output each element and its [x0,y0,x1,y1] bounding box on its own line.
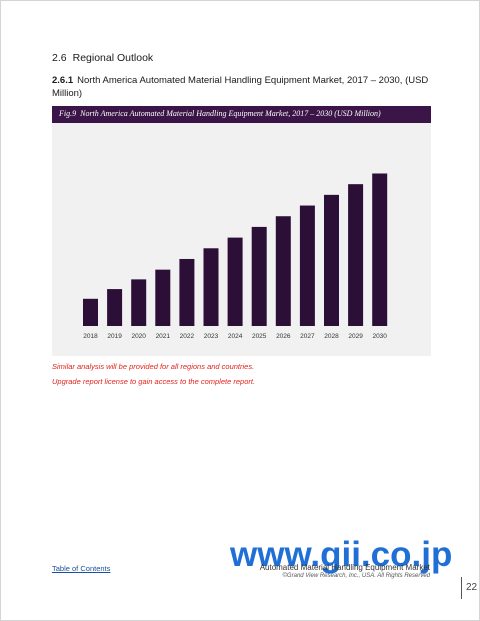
bar-2027 [299,205,315,326]
bar-2029 [348,184,364,326]
figure: Fig.9 North America Automated Material Ha… [52,106,431,356]
footer-copyright: ©Grand View Research, Inc., USA. All Rig… [282,573,430,579]
figure-caption-bar: Fig.9 North America Automated Material Ha… [52,106,431,123]
x-tick-label: 2022 [180,333,195,340]
x-tick-label: 2021 [156,333,171,340]
bar-2020 [131,279,147,326]
section-number: 2.6 [52,52,67,64]
watermark: www.gii.co.jp [230,535,453,574]
x-tick-label: 2029 [348,333,363,340]
x-tick-label: 2025 [252,333,267,340]
footer-report-title: Automated Material Handling Equipment Ma… [259,563,430,572]
bar-2026 [275,216,291,326]
x-tick-label: 2018 [83,333,98,340]
x-tick-label: 2030 [372,333,387,340]
x-tick-label: 2028 [324,333,339,340]
upgrade-license-note: Upgrade report license to gain access to… [52,377,256,386]
bar-2022 [179,258,195,326]
bar-2023 [203,248,219,326]
x-tick-label: 2019 [107,333,122,340]
bar-2018 [83,298,98,326]
x-tick-label: 2026 [276,333,291,340]
figure-label: Fig.9 [59,109,77,118]
regional-analysis-note: Similar analysis will be provided for al… [52,362,255,371]
page-number: 22 [466,582,478,593]
subsection-number: 2.6.1 [52,75,74,86]
bar-2030 [372,173,388,326]
x-tick-label: 2020 [131,333,146,340]
bar-2019 [107,289,123,326]
figure-caption: Fig.9 North America Automated Material Ha… [59,109,381,118]
page-number-divider [461,577,462,599]
section-title: Regional Outlook [72,52,154,64]
subsection-heading: 2.6.1 North America Automated Material Ha… [52,74,432,100]
bar-2028 [324,194,339,326]
x-tick-label: 2024 [228,333,243,340]
figure-caption-text: North America Automated Material Handlin… [80,109,381,118]
x-tick-label: 2027 [300,333,315,340]
table-of-contents-link[interactable]: Table of Contents [52,564,111,573]
section-heading: 2.6 Regional Outlook [52,52,153,64]
bar-chart: 2018 2019 2020 2021 2022 2023 2024 2025 2026 2027… [83,173,388,340]
bar-2021 [155,269,171,326]
x-tick-label: 2023 [204,333,219,340]
bar-2025 [251,226,267,326]
bar-2024 [227,237,243,326]
subsection-title: North America Automated Material Handlin… [52,75,429,99]
